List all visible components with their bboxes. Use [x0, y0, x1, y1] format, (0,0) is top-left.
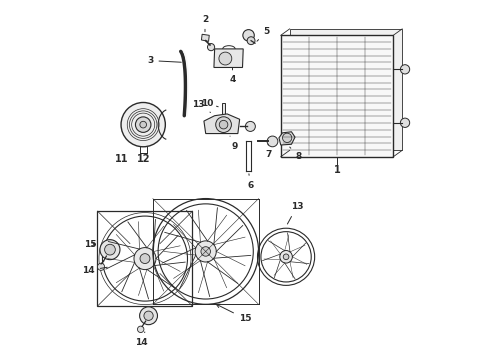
Circle shape	[283, 254, 289, 260]
Polygon shape	[201, 34, 209, 41]
Text: 7: 7	[265, 144, 271, 159]
Circle shape	[245, 121, 255, 131]
Text: 1: 1	[334, 165, 341, 175]
Circle shape	[195, 241, 216, 262]
Polygon shape	[215, 103, 225, 126]
Polygon shape	[204, 114, 240, 134]
Circle shape	[267, 136, 278, 147]
Circle shape	[140, 307, 157, 325]
Circle shape	[98, 263, 104, 270]
Circle shape	[104, 244, 115, 255]
Text: 8: 8	[290, 147, 302, 161]
Bar	[281, 35, 393, 157]
Polygon shape	[279, 132, 295, 145]
Polygon shape	[214, 49, 243, 67]
Polygon shape	[290, 29, 402, 150]
Text: 6: 6	[247, 174, 253, 190]
Circle shape	[134, 248, 156, 270]
Circle shape	[220, 120, 228, 129]
Circle shape	[140, 121, 147, 128]
Circle shape	[400, 118, 410, 127]
Text: 2: 2	[202, 15, 208, 32]
Text: 11: 11	[115, 154, 128, 163]
Text: 13: 13	[192, 100, 211, 112]
Circle shape	[135, 117, 151, 132]
Text: 15: 15	[216, 304, 251, 323]
Circle shape	[247, 37, 255, 45]
Text: 12: 12	[136, 154, 150, 163]
Text: 14: 14	[82, 266, 107, 275]
Circle shape	[207, 44, 215, 51]
Circle shape	[283, 133, 292, 143]
Text: 14: 14	[135, 332, 147, 347]
Circle shape	[201, 247, 211, 256]
Circle shape	[400, 65, 410, 74]
Circle shape	[280, 251, 293, 263]
Text: 5: 5	[257, 27, 270, 41]
Text: 4: 4	[229, 67, 236, 85]
Text: 9: 9	[230, 136, 238, 150]
Text: 15: 15	[84, 240, 97, 249]
Circle shape	[140, 254, 150, 264]
Circle shape	[121, 103, 165, 147]
Circle shape	[138, 326, 144, 333]
Text: 13: 13	[288, 202, 303, 224]
Circle shape	[243, 30, 254, 41]
Text: 10: 10	[201, 99, 218, 108]
Circle shape	[216, 117, 231, 132]
Circle shape	[219, 52, 232, 65]
Circle shape	[100, 240, 120, 260]
Text: 3: 3	[147, 56, 181, 65]
Circle shape	[144, 311, 153, 320]
